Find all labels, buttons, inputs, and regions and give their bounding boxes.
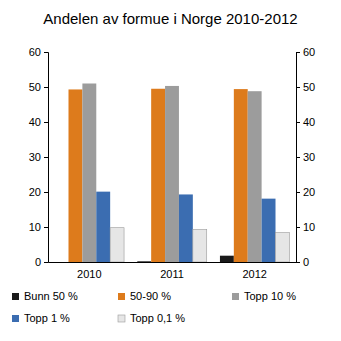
bar	[96, 192, 110, 262]
tick: 40	[296, 116, 315, 128]
tick-mark	[44, 192, 48, 193]
tick-label: 40	[303, 116, 315, 128]
plot: 0 10 20 30 40 50 60 0 10 20 30 40 50 60 2010 2011 2012	[29, 46, 316, 280]
legend-label: Bunn 50 %	[24, 290, 78, 302]
tick-mark	[44, 157, 48, 158]
title: Andelen av formue i Norge 2010-2012	[43, 10, 297, 27]
y-axis: 0 10 20 30 40 50 60	[29, 46, 49, 268]
tick: 40	[29, 116, 48, 128]
tick: 2012	[242, 262, 266, 280]
bar	[110, 228, 124, 262]
tick: 10	[29, 221, 48, 233]
legend-label: Topp 10 %	[244, 290, 296, 302]
tick: 60	[29, 46, 48, 58]
tick-label: 30	[29, 151, 41, 163]
legend-swatch	[12, 293, 19, 300]
bar	[275, 233, 289, 262]
legend-label: 50-90 %	[130, 290, 171, 302]
legend-item: Topp 0,1 %	[118, 312, 185, 324]
legend-item: Topp 10 %	[232, 290, 296, 302]
tick: 10	[296, 221, 315, 233]
tick-mark	[296, 227, 300, 228]
tick-mark	[44, 52, 48, 53]
tick-mark	[44, 122, 48, 123]
legend-label: Topp 0,1 %	[130, 312, 185, 324]
bar	[234, 89, 248, 262]
tick: 20	[296, 186, 315, 198]
bars	[69, 84, 290, 263]
tick: 20	[29, 186, 48, 198]
tick-label: 0	[303, 256, 309, 268]
x-axis: 2010 2011 2012	[49, 262, 297, 280]
tick-mark	[296, 192, 300, 193]
tick-label: 20	[303, 186, 315, 198]
bar	[220, 256, 234, 262]
bar	[165, 86, 179, 262]
legend-label: Topp 1 %	[24, 312, 70, 324]
tick-label: 2010	[77, 268, 101, 280]
tick: 50	[296, 81, 315, 93]
tick-mark	[44, 262, 48, 263]
tick-mark	[296, 52, 300, 53]
bar	[248, 91, 262, 262]
tick-label: 2011	[160, 268, 184, 280]
tick-label: 50	[303, 81, 315, 93]
tick-mark	[44, 227, 48, 228]
tick-mark	[296, 122, 300, 123]
tick-label: 60	[303, 46, 315, 58]
tick: 2010	[77, 262, 101, 280]
tick-label: 10	[29, 221, 41, 233]
tick: 30	[296, 151, 315, 163]
legend-swatch	[118, 293, 125, 300]
bar	[55, 262, 69, 263]
y2-axis: 0 10 20 30 40 50 60	[296, 46, 315, 268]
tick-label: 2012	[242, 268, 266, 280]
legend-swatch	[118, 315, 125, 322]
bar	[137, 261, 151, 262]
tick-label: 50	[29, 81, 41, 93]
axis-line	[49, 262, 297, 263]
tick: 30	[29, 151, 48, 163]
legend-swatch	[12, 315, 19, 322]
tick-label: 40	[29, 116, 41, 128]
axis-line	[44, 53, 49, 263]
tick-label: 10	[303, 221, 315, 233]
tick: 2011	[160, 262, 184, 280]
tick-mark	[44, 87, 48, 88]
legend-item: Topp 1 %	[12, 312, 70, 324]
axis-line	[297, 53, 301, 263]
bar	[262, 199, 276, 262]
tick-mark	[296, 262, 300, 263]
tick: 60	[296, 46, 315, 58]
bar	[82, 84, 96, 263]
tick-label: 20	[29, 186, 41, 198]
legend-item: Bunn 50 %	[12, 290, 78, 302]
tick: 0	[35, 256, 48, 268]
legend-swatch	[232, 293, 239, 300]
tick-mark	[296, 157, 300, 158]
bar	[179, 194, 193, 262]
tick-label: 0	[35, 256, 41, 268]
tick-label: 30	[303, 151, 315, 163]
legend: Bunn 50 % 50-90 % Topp 10 % Topp 1 % Topp 0,…	[12, 290, 296, 324]
legend-item: 50-90 %	[118, 290, 171, 302]
bar	[69, 89, 83, 262]
tick: 0	[296, 256, 309, 268]
tick: 50	[29, 81, 48, 93]
tick-label: 60	[29, 46, 41, 58]
bar	[151, 89, 165, 262]
bar	[193, 229, 207, 262]
chart: Andelen av formue i Norge 2010-2012 0 10 20…	[0, 0, 341, 341]
tick-mark	[296, 87, 300, 88]
